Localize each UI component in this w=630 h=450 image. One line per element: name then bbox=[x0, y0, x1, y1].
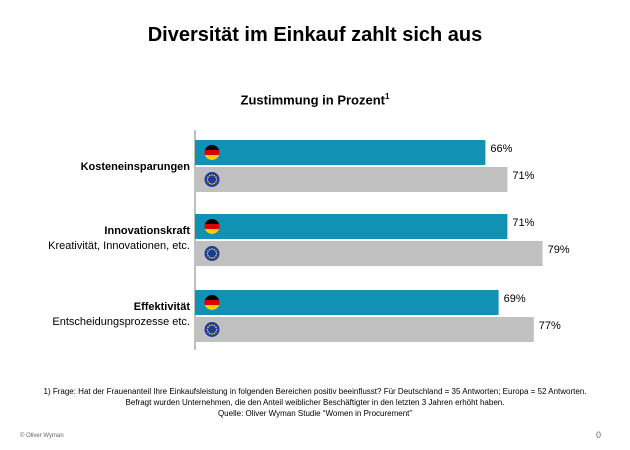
eu-flag-icon bbox=[204, 322, 220, 337]
page-title: Diversität im Einkauf zahlt sich aus bbox=[147, 24, 483, 46]
chart-subtitle-text: Zustimmung in Prozent bbox=[240, 92, 385, 108]
footnote-marker: 1 bbox=[385, 92, 390, 101]
category-sublabel: Kreativität, Innovationen, etc. bbox=[48, 240, 190, 252]
eu-flag-icon bbox=[204, 172, 220, 187]
category-label: Innovationskraft bbox=[104, 225, 190, 237]
footnote: 1) Frage: Hat der Frauenanteil Ihre Eink… bbox=[0, 386, 630, 419]
data-label: 71% bbox=[512, 170, 534, 182]
copyright: © Oliver Wyman bbox=[20, 433, 64, 439]
data-label: 66% bbox=[490, 143, 512, 155]
bar bbox=[195, 317, 534, 342]
bar bbox=[195, 214, 508, 239]
data-label: 71% bbox=[512, 217, 534, 229]
data-label: 79% bbox=[548, 244, 570, 256]
eu-flag-icon bbox=[204, 246, 220, 261]
de-flag-icon bbox=[204, 295, 220, 310]
bar bbox=[195, 140, 486, 165]
de-flag-icon bbox=[204, 145, 220, 160]
category-sublabel: Entscheidungsprozesse etc. bbox=[52, 316, 190, 328]
chart-subtitle: Zustimmung in Prozent1 bbox=[0, 92, 630, 107]
de-flag-icon bbox=[204, 219, 220, 234]
bar bbox=[195, 167, 508, 192]
bar bbox=[195, 290, 499, 315]
data-label: 77% bbox=[539, 320, 561, 332]
footnote-line-2: Befragt wurden Unternehmen, die den Ante… bbox=[125, 398, 505, 407]
footnote-line-1: 1) Frage: Hat der Frauenanteil Ihre Eink… bbox=[43, 387, 587, 396]
footnote-line-3: Quelle: Oliver Wyman Studie “Women in Pr… bbox=[217, 409, 413, 418]
bar bbox=[195, 241, 543, 266]
page-number: 0 bbox=[596, 430, 602, 440]
category-label: Kosteneinsparungen bbox=[81, 161, 191, 173]
data-label: 69% bbox=[504, 293, 526, 305]
category-label: Effektivität bbox=[134, 301, 191, 313]
bar-chart: Kosteneinsparungen 66% 71% Innovationskraft… bbox=[48, 130, 570, 350]
